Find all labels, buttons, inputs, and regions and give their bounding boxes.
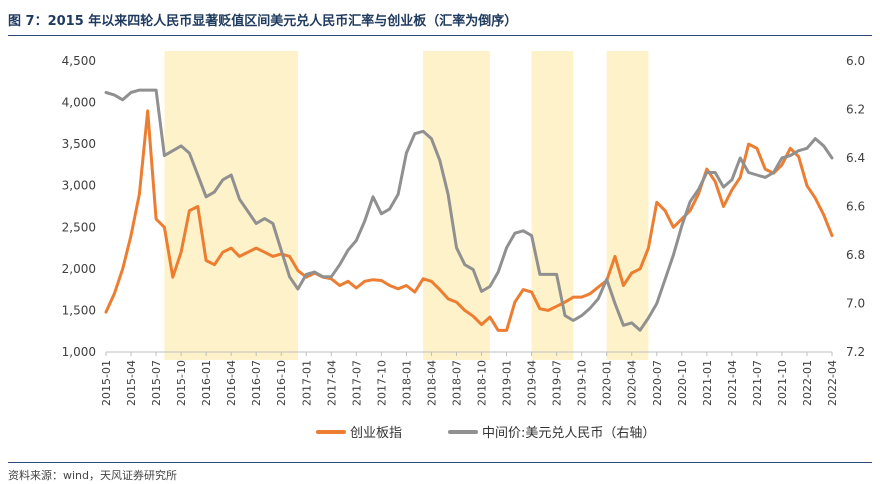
left-axis-tick-label: 1,500 [62,303,96,317]
right-axis-tick-label: 6.8 [846,248,865,262]
series-line-usdcny [104,88,834,332]
x-axis-tick-label: 2019-10 [576,360,589,406]
left-axis-tick-label: 2,000 [62,262,96,276]
right-axis-tick-label: 6.0 [846,54,865,68]
chart-title: 图 7：2015 年以来四轮人民币显著贬值区间美元兑人民币汇率与创业板（汇率为倒… [8,14,518,29]
shaded-period-1 [164,51,298,360]
x-axis-tick-label: 2017-01 [300,360,313,406]
right-axis-tick-label: 6.6 [846,200,865,214]
x-axis-tick-label: 2018-04 [425,360,438,406]
left-axis-tick-label: 1,000 [62,345,96,359]
left-axis-tick-label: 3,000 [62,179,96,193]
x-axis-tick-label: 2018-01 [400,360,413,406]
x-axis-tick-label: 2020-10 [676,360,689,406]
shaded-period-2 [423,51,490,360]
left-axis-tick-label: 4,000 [62,96,96,110]
x-axis-tick-label: 2021-01 [701,360,714,406]
right-axis-tick-label: 7.0 [846,297,865,311]
series-line-chinext [104,109,834,332]
left-axis-tick-label: 3,500 [62,137,96,151]
x-axis-tick-label: 2020-04 [626,360,639,406]
x-axis-tick-label: 2019-04 [526,360,539,406]
right-axis-tick-label: 6.4 [846,151,865,165]
footer-rule [8,462,872,463]
shaded-period-3 [531,51,574,360]
source-note: 资料来源：wind，天风证券研究所 [8,469,178,482]
x-axis-tick-label: 2016-01 [200,360,213,406]
series-lines [104,88,834,332]
x-axis-tick-label: 2015-07 [150,360,163,406]
x-axis-tick-label: 2020-07 [651,360,664,406]
x-axis-tick-label: 2021-07 [751,360,764,406]
x-axis-tick-label: 2022-04 [826,360,839,406]
shaded-period-4 [606,51,649,360]
x-axis-tick-label: 2017-10 [375,360,388,406]
legend-label-1: 创业板指 [350,426,402,441]
x-axis-tick-label: 2021-04 [726,360,739,406]
title-rule [8,35,872,36]
x-axis-tick-label: 2020-01 [601,360,614,406]
x-axis-tick-label: 2016-10 [275,360,288,406]
x-axis-tick-label: 2015-04 [125,360,138,406]
x-axis-tick-label: 2019-01 [501,360,514,406]
x-axis-tick-label: 2018-10 [476,360,489,406]
x-axis-tick-label: 2015-10 [175,360,188,406]
left-axis-tick-label: 2,500 [62,220,96,234]
x-axis-tick-label: 2021-10 [776,360,789,406]
x-axis-tick-label: 2015-01 [100,360,113,406]
left-axis-tick-label: 4,500 [62,54,96,68]
legend-label-2: 中间价:美元兑人民币（右轴） [482,426,655,441]
x-axis-tick-label: 2016-07 [250,360,263,406]
x-axis-tick-label: 2017-07 [350,360,363,406]
x-axis-tick-label: 2016-04 [225,360,238,406]
x-axis-tick-label: 2017-04 [325,360,338,406]
x-axis-tick-label: 2019-07 [551,360,564,406]
right-axis-tick-label: 6.2 [846,103,865,117]
axes: 4,500 4,000 3,500 3,000 2,500 2,000 1,500 1,000… [62,54,865,406]
x-axis-tick-label: 2018-07 [450,360,463,406]
shaded-periods [164,51,649,360]
chart: 4,500 4,000 3,500 3,000 2,500 2,000 1,500 1,000… [62,51,865,441]
legend: 创业板指 中间价:美元兑人民币（右轴） [316,426,655,441]
x-axis-tick-label: 2022-01 [801,360,814,406]
right-axis-tick-label: 7.2 [846,345,865,359]
